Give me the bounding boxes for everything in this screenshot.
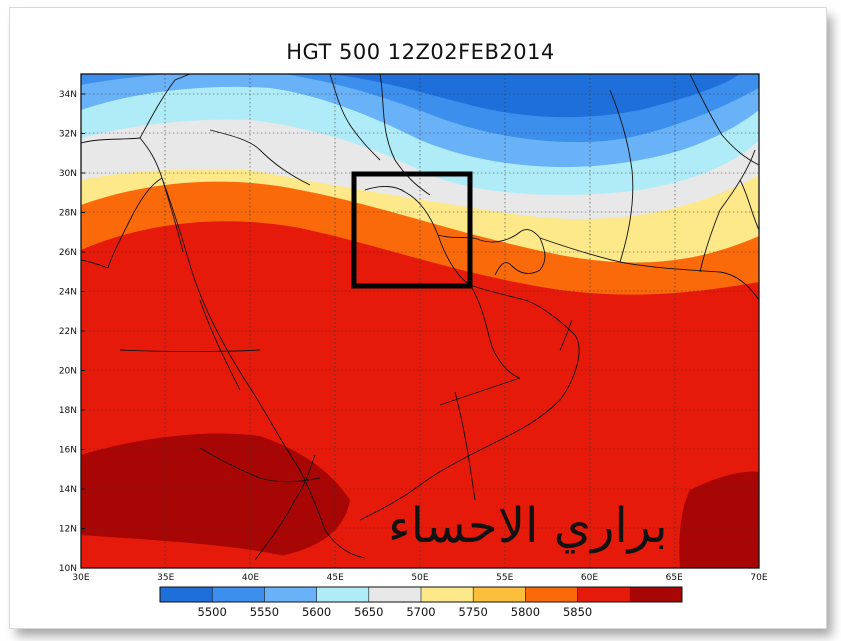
height-contour-fills: [81, 74, 759, 568]
colorbar-swatch: [525, 587, 579, 602]
lat-tick-label: 22N: [59, 327, 77, 337]
lon-tick-label: 35E: [157, 573, 174, 583]
lat-tick-label: 14N: [59, 485, 77, 495]
map-title: HGT 500 12Z02FEB2014: [286, 40, 555, 64]
lat-tick-label: 30N: [59, 169, 77, 179]
lon-tick-label: 30E: [72, 573, 89, 583]
colorbar-swatch: [212, 587, 265, 602]
lat-tick-label: 24N: [59, 288, 77, 298]
lon-tick-label: 55E: [496, 573, 513, 583]
colorbar-label: 5800: [511, 605, 540, 619]
colorbar-label: 5750: [459, 605, 488, 619]
highlight-box: [351, 171, 473, 289]
lat-tick-label: 12N: [59, 525, 77, 535]
band-5850-east: [679, 471, 759, 568]
lat-tick-label: 26N: [59, 248, 77, 258]
longitude-axis: 30E 35E 40E 45E 50E 55E 60E 65E 70E: [72, 573, 767, 583]
lat-tick-label: 18N: [59, 406, 77, 416]
lon-tick-label: 60E: [581, 573, 598, 583]
lon-tick-label: 50E: [411, 573, 428, 583]
lon-tick-label: 40E: [242, 573, 259, 583]
colorbar-swatch: [160, 587, 213, 602]
latitude-axis: 34N 32N 30N 28N 26N 24N 22N 20N 18N 16N 14N 12N 10N: [59, 90, 85, 574]
lat-tick-label: 34N: [59, 90, 77, 100]
graticule: [81, 74, 759, 568]
colorbar: 5500 5550 5600 5650 5700 5750 5800 5850: [159, 586, 683, 619]
lon-tick-label: 65E: [666, 573, 683, 583]
lat-tick-label: 16N: [59, 446, 77, 456]
colorbar-swatch: [316, 587, 370, 602]
lon-tick-label: 70E: [750, 573, 767, 583]
colorbar-label: 5550: [250, 605, 279, 619]
colorbar-label: 5700: [406, 605, 435, 619]
colorbar-label: 5650: [354, 605, 383, 619]
arabic-watermark-text: براري الاحساء: [388, 498, 668, 554]
colorbar-label: 5500: [198, 605, 227, 619]
lat-tick-label: 20N: [59, 367, 77, 377]
coastlines-borders: [81, 74, 759, 561]
lon-tick-label: 45E: [327, 573, 344, 583]
plot-border: [80, 73, 760, 569]
colorbar-swatch: [421, 587, 474, 602]
lat-tick-label: 32N: [59, 130, 77, 140]
colorbar-label: 5600: [302, 605, 331, 619]
colorbar-label: 5850: [563, 605, 592, 619]
band-5500: [330, 74, 740, 118]
colorbar-swatch: [264, 587, 318, 602]
colorbar-swatch: [473, 587, 526, 602]
lat-tick-label: 28N: [59, 209, 77, 219]
colorbar-swatch: [629, 587, 683, 602]
band-5850: [81, 433, 350, 568]
colorbar-swatch: [368, 587, 422, 602]
band-5850-light: [81, 535, 300, 568]
lat-tick-label: 10N: [59, 564, 77, 574]
colorbar-swatch: [577, 587, 631, 602]
